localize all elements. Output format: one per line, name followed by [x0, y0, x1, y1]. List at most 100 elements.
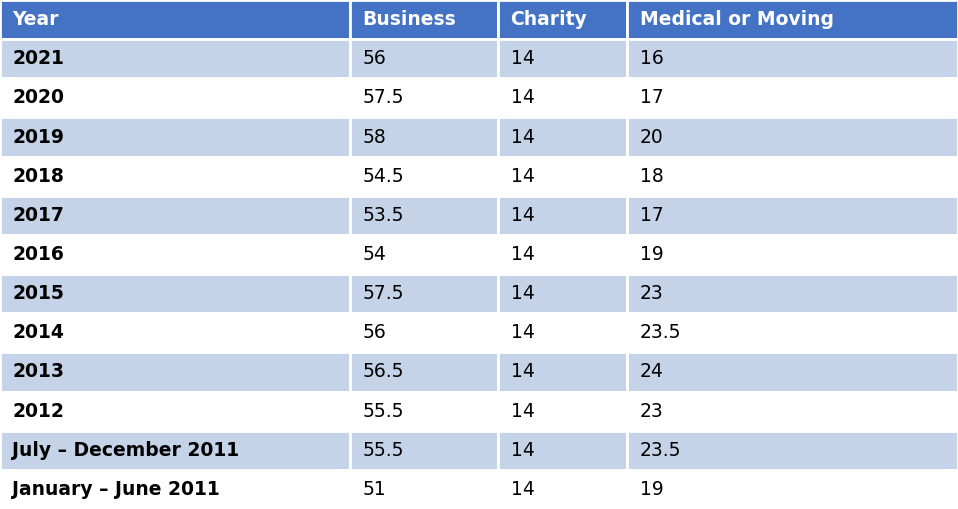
Text: 2015: 2015: [12, 284, 64, 303]
Text: 55.5: 55.5: [362, 441, 403, 460]
Bar: [0, 470, 350, 509]
Text: 24: 24: [640, 362, 664, 381]
Bar: [627, 313, 958, 352]
Bar: [0, 118, 350, 157]
Bar: [0, 274, 350, 313]
Bar: [498, 196, 627, 235]
Bar: [0, 39, 350, 78]
Bar: [350, 0, 498, 39]
Text: 53.5: 53.5: [362, 206, 403, 225]
Bar: [627, 470, 958, 509]
Bar: [0, 313, 350, 352]
Bar: [498, 157, 627, 196]
Bar: [0, 391, 350, 431]
Text: Charity: Charity: [511, 10, 587, 29]
Text: Year: Year: [12, 10, 59, 29]
Bar: [627, 118, 958, 157]
Text: 20: 20: [640, 128, 664, 147]
Text: 23: 23: [640, 402, 664, 420]
Text: 19: 19: [640, 480, 664, 499]
Text: 2020: 2020: [12, 89, 64, 107]
Text: July – December 2011: July – December 2011: [12, 441, 240, 460]
Bar: [498, 78, 627, 118]
Text: 14: 14: [511, 362, 535, 381]
Bar: [627, 274, 958, 313]
Text: 14: 14: [511, 402, 535, 420]
Bar: [498, 118, 627, 157]
Text: 16: 16: [640, 49, 664, 68]
Text: 55.5: 55.5: [362, 402, 403, 420]
Bar: [0, 78, 350, 118]
Bar: [0, 0, 350, 39]
Text: 23: 23: [640, 284, 664, 303]
Text: 18: 18: [640, 166, 664, 186]
Bar: [350, 196, 498, 235]
Text: 14: 14: [511, 166, 535, 186]
Bar: [350, 157, 498, 196]
Bar: [627, 391, 958, 431]
Text: 14: 14: [511, 49, 535, 68]
Bar: [498, 0, 627, 39]
Text: 14: 14: [511, 441, 535, 460]
Bar: [350, 118, 498, 157]
Text: 2013: 2013: [12, 362, 64, 381]
Text: 2016: 2016: [12, 245, 64, 264]
Bar: [627, 0, 958, 39]
Text: 51: 51: [362, 480, 386, 499]
Bar: [350, 235, 498, 274]
Bar: [350, 352, 498, 391]
Text: 54: 54: [362, 245, 386, 264]
Text: Medical or Moving: Medical or Moving: [640, 10, 834, 29]
Text: 2021: 2021: [12, 49, 64, 68]
Text: Business: Business: [362, 10, 456, 29]
Bar: [350, 391, 498, 431]
Text: 14: 14: [511, 206, 535, 225]
Bar: [350, 431, 498, 470]
Bar: [350, 274, 498, 313]
Text: 23.5: 23.5: [640, 323, 681, 343]
Text: 57.5: 57.5: [362, 89, 403, 107]
Bar: [498, 470, 627, 509]
Bar: [627, 39, 958, 78]
Text: 2019: 2019: [12, 128, 64, 147]
Bar: [350, 39, 498, 78]
Text: 14: 14: [511, 128, 535, 147]
Text: 14: 14: [511, 480, 535, 499]
Bar: [0, 235, 350, 274]
Text: 56: 56: [362, 49, 386, 68]
Bar: [498, 313, 627, 352]
Text: 56.5: 56.5: [362, 362, 403, 381]
Bar: [498, 431, 627, 470]
Text: January – June 2011: January – June 2011: [12, 480, 220, 499]
Bar: [0, 196, 350, 235]
Text: 57.5: 57.5: [362, 284, 403, 303]
Text: 14: 14: [511, 323, 535, 343]
Bar: [350, 78, 498, 118]
Bar: [498, 274, 627, 313]
Text: 58: 58: [362, 128, 386, 147]
Bar: [627, 157, 958, 196]
Bar: [498, 391, 627, 431]
Text: 14: 14: [511, 89, 535, 107]
Bar: [0, 157, 350, 196]
Bar: [627, 78, 958, 118]
Text: 2012: 2012: [12, 402, 64, 420]
Text: 19: 19: [640, 245, 664, 264]
Bar: [350, 470, 498, 509]
Bar: [627, 196, 958, 235]
Text: 2014: 2014: [12, 323, 64, 343]
Text: 17: 17: [640, 89, 664, 107]
Text: 2018: 2018: [12, 166, 64, 186]
Text: 17: 17: [640, 206, 664, 225]
Text: 14: 14: [511, 284, 535, 303]
Bar: [627, 352, 958, 391]
Bar: [627, 235, 958, 274]
Text: 54.5: 54.5: [362, 166, 403, 186]
Bar: [627, 431, 958, 470]
Text: 2017: 2017: [12, 206, 64, 225]
Bar: [498, 39, 627, 78]
Bar: [350, 313, 498, 352]
Bar: [498, 235, 627, 274]
Text: 14: 14: [511, 245, 535, 264]
Bar: [0, 352, 350, 391]
